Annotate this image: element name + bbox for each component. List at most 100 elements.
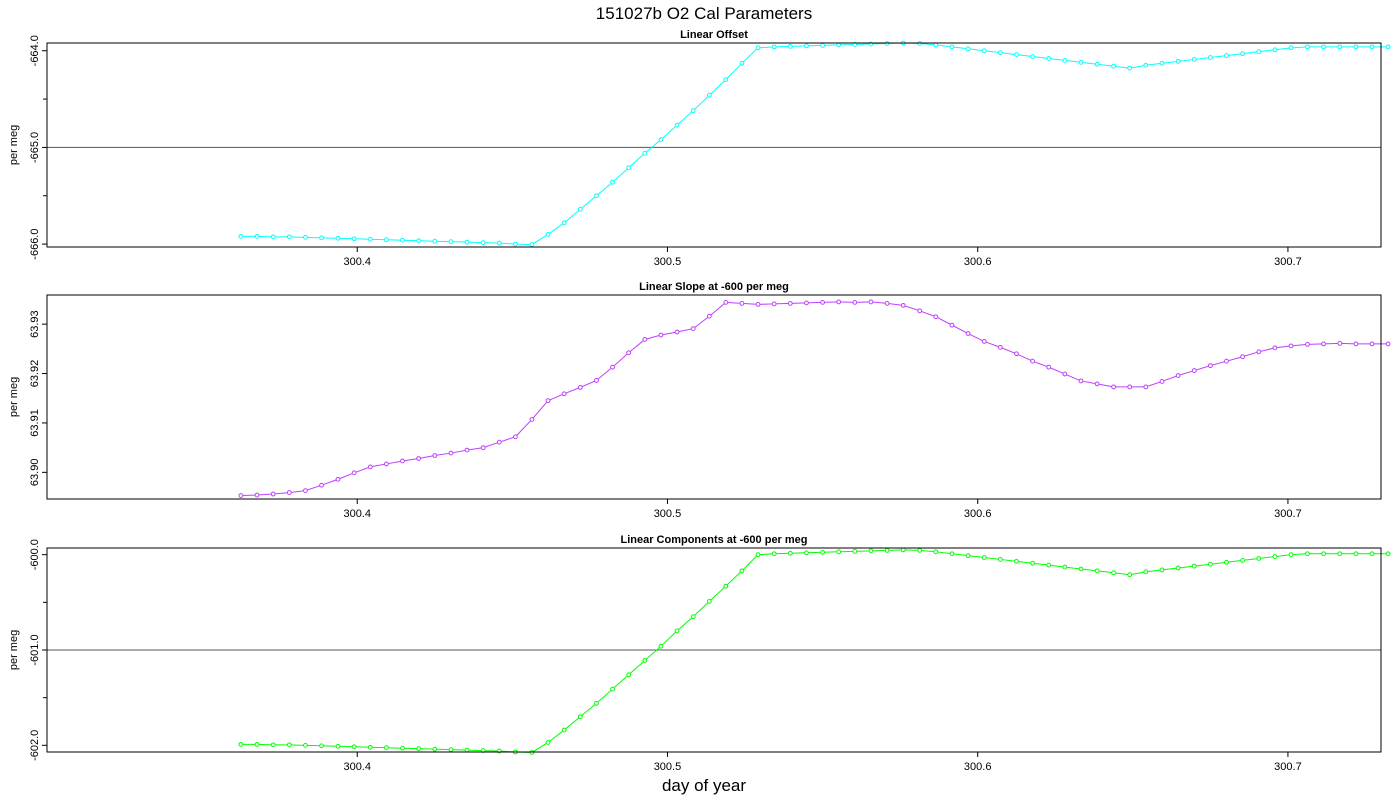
data-point — [706, 92, 712, 98]
data-point — [610, 686, 615, 692]
data-point — [1062, 58, 1068, 63]
series-line — [240, 301, 1389, 497]
data-point — [868, 299, 874, 305]
data-point — [1111, 570, 1116, 576]
data-point — [1191, 368, 1197, 373]
data-point — [852, 548, 858, 554]
data-point — [1272, 345, 1278, 351]
data-point — [254, 492, 260, 498]
data-point — [432, 238, 438, 244]
data-point — [513, 434, 518, 440]
data-point — [529, 417, 535, 422]
data-point — [949, 322, 955, 328]
data-point — [1159, 567, 1165, 573]
data-point — [755, 301, 761, 307]
data-point — [1175, 565, 1181, 571]
data-point — [1288, 45, 1294, 51]
data-point — [254, 741, 260, 747]
data-point — [658, 643, 664, 649]
data-point — [1288, 343, 1294, 349]
data-point — [836, 549, 842, 555]
plot-frame — [46, 547, 1382, 753]
data-point — [1014, 558, 1019, 564]
chart-panel-3: Linear Components at -600 per meg 300.4 30… — [8, 534, 1391, 773]
plot-frame — [46, 294, 1382, 500]
data-point — [319, 743, 324, 749]
data-point — [367, 464, 373, 470]
data-point — [513, 241, 518, 247]
data-point — [706, 313, 712, 319]
data-point — [432, 746, 438, 752]
data-point — [561, 391, 567, 397]
data-point — [1321, 341, 1327, 347]
data-point — [690, 108, 696, 114]
data-point — [852, 300, 858, 305]
data-point — [594, 378, 599, 383]
data-point — [771, 551, 777, 557]
data-point — [1062, 371, 1068, 377]
data-point — [1353, 44, 1359, 50]
data-point — [610, 179, 615, 185]
panel-title: Linear Components at -600 per meg — [620, 534, 807, 546]
panel-title: Linear Offset — [680, 29, 748, 41]
data-point — [1224, 559, 1229, 565]
data-point — [1078, 59, 1084, 65]
data-point — [1111, 63, 1116, 69]
data-point — [690, 326, 696, 331]
y-tick-label: -665.0 — [29, 132, 41, 163]
data-point — [1030, 358, 1036, 364]
y-tick-label: -601.0 — [29, 634, 41, 665]
data-point — [674, 122, 680, 128]
data-point — [804, 300, 809, 306]
data-point — [917, 547, 923, 553]
y-tick-label: -664.0 — [29, 35, 41, 66]
data-point — [416, 746, 422, 752]
data-point — [900, 302, 906, 308]
data-point — [1094, 61, 1100, 67]
data-point — [594, 193, 599, 199]
chart-panel-1: Linear Offset 300.4 300.5 300.6 300.7 -664.0 -… — [8, 29, 1391, 268]
y-axis-label: per meg — [8, 125, 20, 165]
data-point — [787, 550, 793, 556]
data-point — [1191, 563, 1197, 569]
data-point — [383, 237, 389, 243]
figure-title: 151027b O2 Cal Parameters — [596, 4, 812, 23]
data-point — [1240, 51, 1246, 57]
plot-frame — [46, 42, 1382, 248]
y-axis-label: per meg — [8, 377, 20, 417]
data-point — [561, 727, 567, 733]
data-point — [1369, 551, 1375, 557]
data-point — [884, 300, 890, 306]
x-tick-label: 300.6 — [964, 256, 992, 268]
data-point — [626, 350, 632, 356]
data-point — [820, 549, 825, 555]
data-point — [1256, 556, 1262, 561]
data-point — [1305, 341, 1310, 347]
x-tick-label: 300.7 — [1274, 761, 1302, 773]
data-point — [335, 235, 341, 241]
data-point — [1159, 379, 1165, 384]
data-point — [577, 714, 583, 720]
data-point — [933, 314, 939, 320]
data-point — [545, 398, 551, 404]
data-point — [496, 240, 502, 246]
data-point — [1014, 351, 1019, 357]
data-point — [868, 548, 874, 554]
data-point — [303, 234, 308, 240]
data-point — [286, 742, 292, 748]
data-point — [1224, 53, 1229, 58]
data-point — [303, 488, 308, 494]
data-point — [690, 614, 696, 620]
data-point — [480, 240, 486, 246]
data-point — [997, 557, 1003, 562]
data-point — [1305, 44, 1310, 50]
data-point — [545, 232, 551, 237]
data-point — [706, 598, 712, 604]
data-point — [1321, 551, 1327, 557]
data-point — [1143, 569, 1149, 575]
data-point — [270, 742, 276, 748]
data-point — [884, 547, 890, 553]
data-point — [448, 450, 454, 456]
chart-panels: Linear Offset 300.4 300.5 300.6 300.7 -664.0 -… — [8, 29, 1391, 773]
data-point — [416, 238, 422, 244]
